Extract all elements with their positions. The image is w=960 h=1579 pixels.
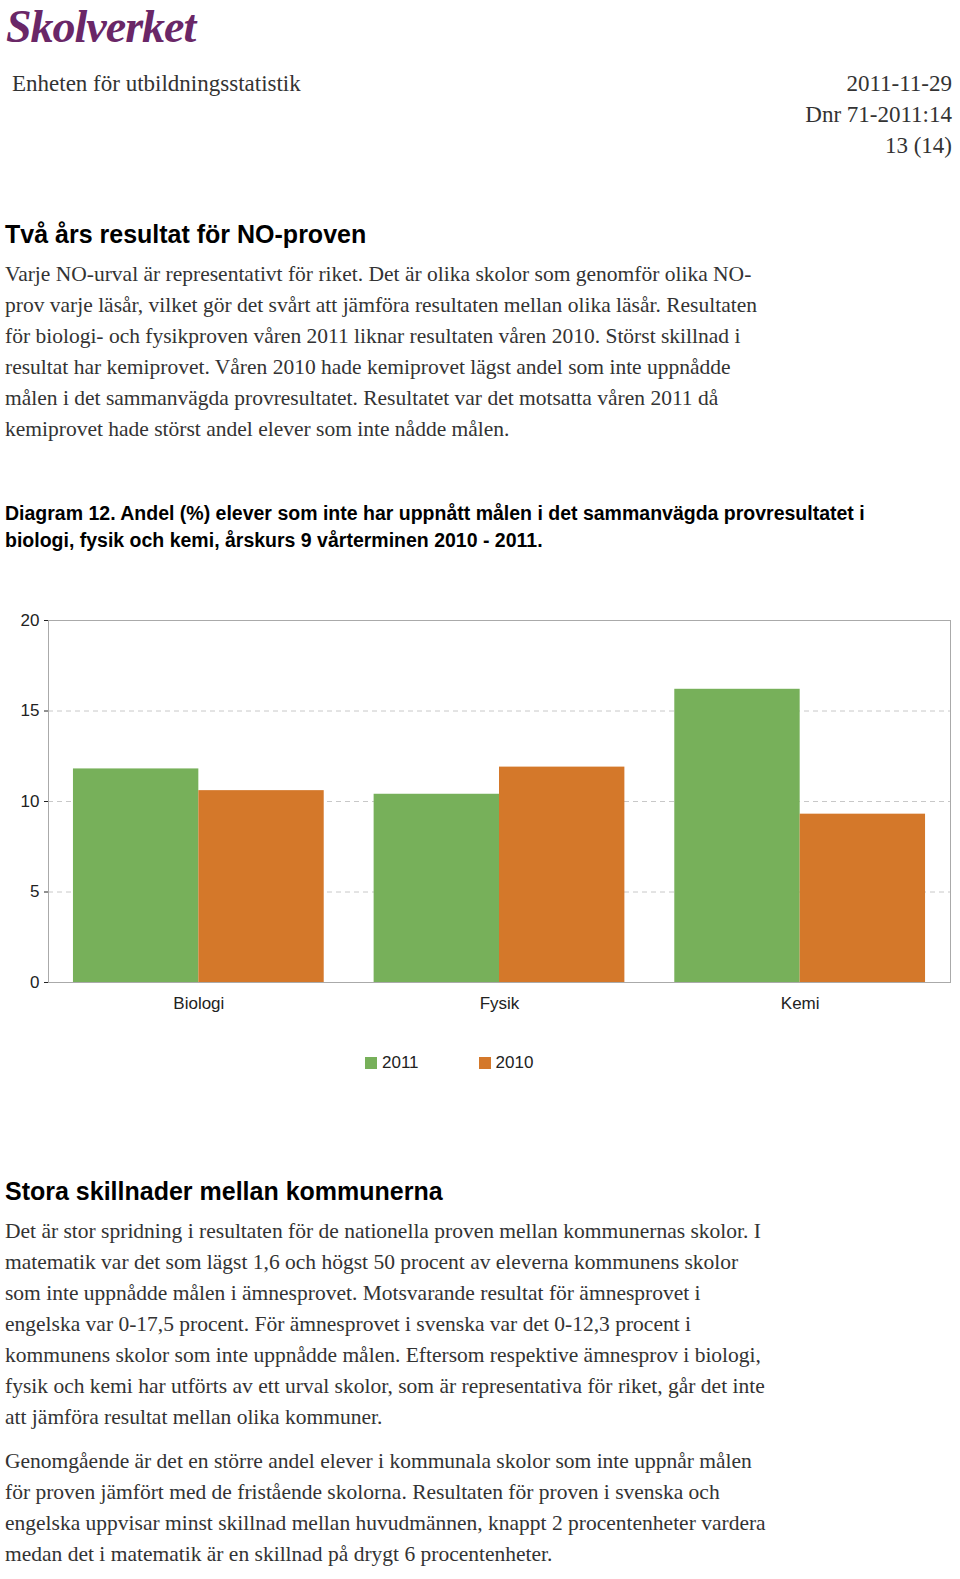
html-text:Skolverket: Skolverket: [6, 1, 196, 52]
html-text:prov varje läsår, vilket gör d: prov varje läsår, vilket gör det svårt a…: [5, 293, 757, 317]
svg-text:0: 0: [30, 973, 39, 992]
html-text:målen i det sammanvägda provre: målen i det sammanvägda provresultatet. …: [5, 386, 719, 410]
svg-text:15: 15: [21, 701, 40, 720]
html-text:2011: 2011: [382, 1053, 419, 1072]
svg-text:Kemi: Kemi: [781, 994, 820, 1013]
html-text:2011-11-29: 2011-11-29: [846, 71, 952, 96]
html-text:för biologi- och fysikproven v: för biologi- och fysikproven våren 2011 …: [5, 324, 741, 348]
html-text:Varje NO-urval är representati: Varje NO-urval är representativt för rik…: [5, 262, 752, 286]
html-text:13 (14): 13 (14): [884, 133, 952, 158]
html-text:Diagram 12. Andel (%) elever s: Diagram 12. Andel (%) elever som inte ha…: [5, 502, 865, 551]
html-text:för proven jämfört med de fris: för proven jämfört med de fristående sko…: [5, 1480, 720, 1504]
html-text:Stora skillnader mellan kommun: Stora skillnader mellan kommunerna: [5, 1177, 443, 1205]
html-text:Två års resultat för NO-proven: Två års resultat för NO-proven: [5, 220, 367, 248]
html-text:engelska uppvisar minst skilln: engelska uppvisar minst skillnad mellan …: [5, 1511, 766, 1535]
html-text:Dnr 71-2011:14: Dnr 71-2011:14: [805, 102, 952, 127]
html-text:som inte uppnådde målen i ämne: som inte uppnådde målen i ämnesprovet. M…: [5, 1281, 701, 1305]
html-text:matematik var det som lägst 1,: matematik var det som lägst 1,6 och högs…: [5, 1250, 739, 1274]
html-text:engelska var 0-17,5 procent. F: engelska var 0-17,5 procent. För ämnespr…: [5, 1312, 691, 1336]
svg-text:20: 20: [21, 611, 40, 630]
html-text:Det är stor spridning i result: Det är stor spridning i resultaten för d…: [5, 1219, 761, 1243]
svg-text:10: 10: [21, 792, 40, 811]
html-text:att jämföra resultat mellan ol: att jämföra resultat mellan olika kommun…: [5, 1405, 383, 1429]
html-text:Enheten för utbildningsstatist: Enheten för utbildningsstatistik: [12, 71, 301, 96]
svg-text:Fysik: Fysik: [480, 994, 520, 1013]
html-text:2010: 2010: [495, 1053, 534, 1072]
svg-text:5: 5: [30, 882, 39, 901]
html-text:Genomgående är det en större a: Genomgående är det en större andel eleve…: [5, 1449, 752, 1473]
svg-text:Biologi: Biologi: [173, 994, 224, 1013]
html-text:resultat har kemiprovet. Våren: resultat har kemiprovet. Våren 2010 hade…: [5, 355, 731, 379]
html-text:medan det i matematik är en sk: medan det i matematik är en skillnad på …: [5, 1542, 553, 1566]
html-text:fysik och kemi har utförts av: fysik och kemi har utförts av ett urval …: [5, 1374, 765, 1398]
html-text:kemiprovet hade störst andel e: kemiprovet hade störst andel elever som …: [5, 417, 510, 441]
html-text:kommunens skolor som inte uppn: kommunens skolor som inte uppnådde målen…: [5, 1343, 761, 1367]
